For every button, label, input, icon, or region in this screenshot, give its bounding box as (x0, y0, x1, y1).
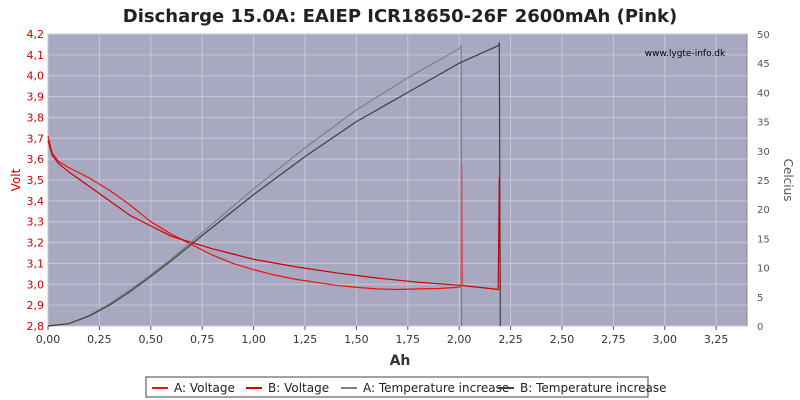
y2-tick-label: 45 (757, 59, 770, 70)
x-tick-label: 1,75 (396, 333, 421, 346)
x-tick-label: 0,00 (36, 333, 61, 346)
y-tick-label: 3,5 (27, 174, 45, 187)
y-tick-label: 3,3 (27, 216, 45, 229)
y-tick-label: 3,6 (27, 153, 45, 166)
chart-title: Discharge 15.0A: EAIEP ICR18650-26F 2600… (123, 6, 677, 27)
y2-tick-label: 25 (757, 176, 770, 187)
x-tick-label: 0,25 (87, 333, 112, 346)
y-tick-label: 3,4 (27, 195, 45, 208)
series-line-4 (47, 42, 501, 327)
y2-tick-label: 5 (757, 293, 763, 304)
y-tick-label: 3,2 (27, 237, 45, 250)
y2-tick-label: 35 (757, 118, 770, 129)
y-axis-right: 0 5 10 15 20 25 30 35 40 45 50 (757, 30, 770, 333)
x-axis-label: Ah (390, 353, 411, 369)
x-tick-label: 2,75 (601, 333, 626, 346)
y-tick-label: 3,9 (27, 91, 45, 104)
x-tick-label: 2,00 (447, 333, 472, 346)
grid (47, 33, 747, 327)
legend-label: B: Temperature increase (520, 381, 667, 395)
y2-tick-label: 50 (757, 30, 770, 41)
x-tick-label: 0,75 (190, 333, 215, 346)
series-line-1 (47, 136, 463, 291)
x-tick-label: 2,50 (550, 333, 575, 346)
y-axis-left: 2,8 2,9 3,0 3,1 3,2 3,3 3,4 3,5 3,6 3,7 3,8 3,9 4,0 4… (27, 28, 45, 333)
x-tick-label: 3,00 (653, 333, 678, 346)
series-line-2 (47, 140, 501, 291)
y2-axis-label: Celcius (781, 159, 795, 202)
y2-tick-label: 15 (757, 234, 770, 245)
watermark: www.lygte-info.dk (645, 49, 726, 59)
series-group (47, 42, 501, 327)
x-tick-label: 1,25 (293, 333, 318, 346)
x-tick-label: 1,50 (344, 333, 369, 346)
legend-label: A: Temperature increase (363, 381, 509, 395)
y2-tick-label: 20 (757, 205, 770, 216)
x-tick-label: 2,25 (498, 333, 523, 346)
legend: A: Voltage B: Voltage A: Temperature incre… (145, 376, 667, 398)
x-tick-label: 0,50 (139, 333, 164, 346)
y-tick-label: 3,8 (27, 111, 45, 124)
y2-tick-label: 40 (757, 88, 770, 99)
y-tick-label: 2,8 (27, 320, 45, 333)
legend-label: B: Voltage (268, 381, 329, 395)
y-tick-label: 4,1 (27, 49, 45, 62)
x-axis: 0,00 0,25 0,50 0,75 1,00 1,25 1,50 1,75 2,00 2,25… (36, 326, 729, 346)
y2-tick-label: 0 (757, 322, 763, 333)
legend-box (145, 376, 649, 398)
y-tick-label: 3,0 (27, 278, 45, 291)
y-tick-label: 4,2 (27, 28, 45, 41)
legend-label: A: Voltage (174, 381, 235, 395)
y-axis-label: Volt (9, 168, 23, 191)
y-tick-label: 3,1 (27, 257, 45, 270)
y-tick-label: 3,7 (27, 132, 45, 145)
x-tick-label: 1,00 (241, 333, 266, 346)
y2-tick-label: 10 (757, 264, 770, 275)
x-tick-label: 3,25 (704, 333, 729, 346)
y-tick-label: 2,9 (27, 299, 45, 312)
y2-tick-label: 30 (757, 147, 770, 158)
series-line-3 (47, 45, 463, 327)
y-tick-label: 4,0 (27, 70, 45, 83)
